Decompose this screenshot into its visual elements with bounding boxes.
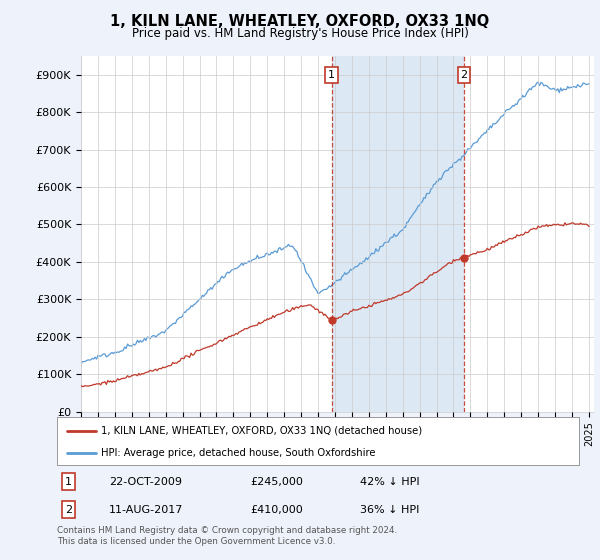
Text: 11-AUG-2017: 11-AUG-2017 (109, 505, 184, 515)
Text: £410,000: £410,000 (250, 505, 303, 515)
Text: 1, KILN LANE, WHEATLEY, OXFORD, OX33 1NQ (detached house): 1, KILN LANE, WHEATLEY, OXFORD, OX33 1NQ… (101, 426, 422, 436)
Text: 42% ↓ HPI: 42% ↓ HPI (360, 477, 419, 487)
Text: 36% ↓ HPI: 36% ↓ HPI (360, 505, 419, 515)
Text: Contains HM Land Registry data © Crown copyright and database right 2024.
This d: Contains HM Land Registry data © Crown c… (57, 526, 397, 546)
Text: £245,000: £245,000 (250, 477, 303, 487)
Text: 1, KILN LANE, WHEATLEY, OXFORD, OX33 1NQ: 1, KILN LANE, WHEATLEY, OXFORD, OX33 1NQ (110, 14, 490, 29)
Text: Price paid vs. HM Land Registry's House Price Index (HPI): Price paid vs. HM Land Registry's House … (131, 27, 469, 40)
Text: 1: 1 (328, 70, 335, 80)
Text: HPI: Average price, detached house, South Oxfordshire: HPI: Average price, detached house, Sout… (101, 448, 376, 458)
Text: 2: 2 (460, 70, 467, 80)
Text: 2: 2 (65, 505, 72, 515)
Text: 1: 1 (65, 477, 72, 487)
Bar (332, 56, 464, 412)
Text: 22-OCT-2009: 22-OCT-2009 (109, 477, 182, 487)
